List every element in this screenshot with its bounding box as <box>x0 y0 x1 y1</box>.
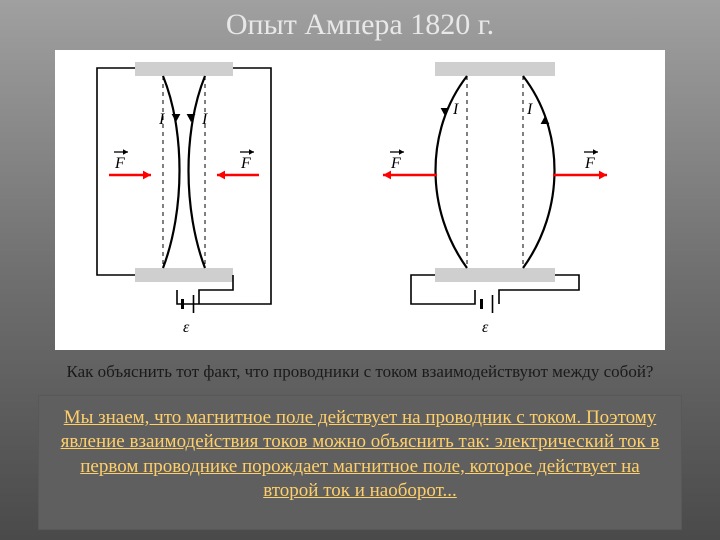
ampere-diagram-panel: I I F Fε I I F Fε <box>55 50 665 350</box>
svg-text:ε: ε <box>183 319 190 336</box>
svg-text:F: F <box>240 155 251 172</box>
svg-text:I: I <box>526 101 533 118</box>
svg-text:F: F <box>390 155 401 172</box>
svg-text:ε: ε <box>482 319 489 336</box>
answer-box: Мы знаем, что магнитное поле действует н… <box>38 395 682 530</box>
page-title: Опыт Ампера 1820 г. <box>0 8 720 42</box>
question-text: Как объяснить тот факт, что проводники с… <box>0 362 720 382</box>
svg-text:I: I <box>452 101 459 118</box>
svg-text:I: I <box>158 111 165 128</box>
answer-text: Мы знаем, что магнитное поле действует н… <box>61 407 660 501</box>
svg-text:F: F <box>584 155 595 172</box>
svg-text:F: F <box>114 155 125 172</box>
svg-text:I: I <box>201 111 208 128</box>
